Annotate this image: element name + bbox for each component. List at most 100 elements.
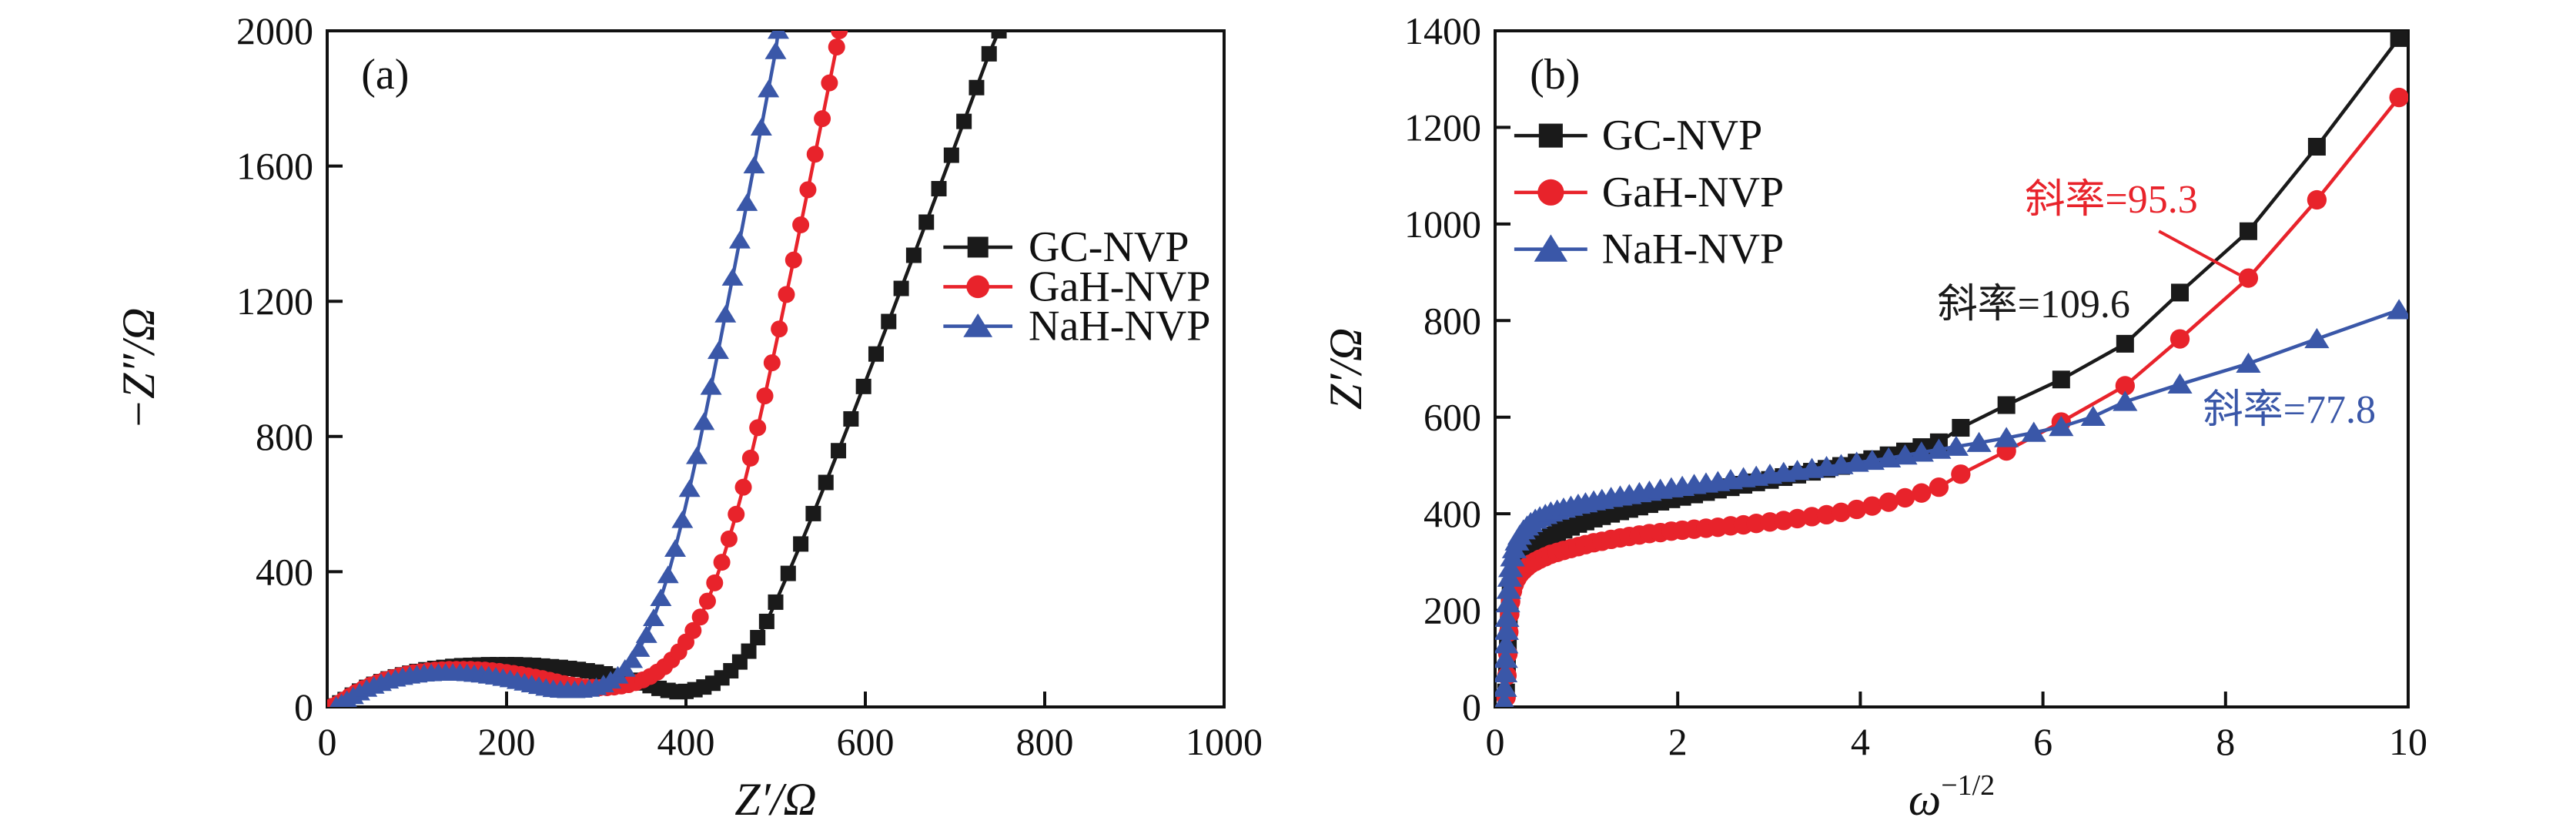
data-point-GaH-NVP	[778, 286, 795, 303]
x-axis-label: ω−1/2	[1909, 769, 1995, 824]
series-NaH-NVP	[330, 31, 789, 707]
data-point-GC-NVP	[2116, 334, 2134, 353]
data-point-GaH-NVP	[1847, 499, 1867, 520]
legend-label: GaH-NVP	[1029, 263, 1210, 310]
legend-item-GC-NVP: GC-NVP	[943, 223, 1189, 271]
data-point-GC-NVP	[991, 31, 1007, 39]
data-point-NaH-NVP	[650, 588, 672, 607]
data-point-NaH-NVP	[1495, 662, 1518, 683]
y-tick-label: 1600	[236, 145, 313, 188]
data-point-GC-NVP	[868, 346, 884, 362]
data-point-NaH-NVP	[2113, 390, 2138, 411]
data-point-GaH-NVP	[728, 505, 745, 523]
data-point-NaH-NVP	[1966, 431, 1992, 452]
data-point-GaH-NVP	[2170, 329, 2190, 349]
data-point-GC-NVP	[881, 313, 897, 330]
data-point-GC-NVP	[956, 113, 972, 129]
data-point-NaH-NVP	[2236, 352, 2261, 373]
legend-item-GaH-NVP: GaH-NVP	[1514, 169, 1784, 216]
x-tick-label: 1000	[1186, 720, 1263, 763]
panel-label: (b)	[1530, 51, 1580, 99]
legend-item-GaH-NVP: GaH-NVP	[943, 263, 1210, 310]
data-point-NaH-NVP	[1498, 557, 1524, 578]
data-point-NaH-NVP	[1495, 619, 1519, 640]
data-point-NaH-NVP	[728, 230, 751, 249]
data-point-NaH-NVP	[621, 650, 644, 668]
data-point-GaH-NVP	[741, 449, 759, 467]
x-tick-label: 10	[2389, 720, 2427, 763]
data-point-GC-NVP	[1952, 419, 1970, 437]
data-point-NaH-NVP	[2080, 405, 2106, 427]
annotation-leader-line	[2158, 229, 2240, 276]
data-point-GaH-NVP	[1787, 508, 1808, 529]
x-tick-label: 400	[657, 720, 715, 763]
data-point-NaH-NVP	[693, 412, 715, 430]
data-point-GaH-NVP	[1929, 477, 1949, 497]
data-point-GaH-NVP	[2115, 376, 2135, 396]
data-point-NaH-NVP	[1495, 676, 1517, 697]
y-tick-label: 800	[1423, 299, 1481, 342]
y-tick-label: 0	[1462, 685, 1481, 729]
x-tick-label: 2	[1668, 720, 1688, 763]
data-point-GaH-NVP	[792, 216, 810, 233]
legend-item-NaH-NVP: NaH-NVP	[1514, 226, 1784, 273]
data-point-GaH-NVP	[756, 387, 774, 405]
x-tick-label: 200	[478, 720, 536, 763]
y-tick-label: 1200	[236, 280, 313, 323]
data-point-NaH-NVP	[736, 193, 758, 211]
legend-label: NaH-NVP	[1029, 303, 1210, 350]
data-point-GaH-NVP	[2238, 268, 2259, 288]
data-point-GC-NVP	[969, 79, 985, 95]
panel-b: 0 2 4 6 8 10 0 200 400 600 800 1000 1200 1400 ω−1/2 Z′/…	[1288, 0, 2576, 824]
data-point-NaH-NVP	[628, 639, 651, 657]
data-point-NaH-NVP	[635, 625, 657, 643]
data-point-GaH-NVP	[1895, 487, 1915, 508]
data-point-NaH-NVP	[1495, 606, 1520, 627]
data-point-NaH-NVP	[1496, 578, 1521, 599]
data-point-NaH-NVP	[767, 31, 789, 39]
data-point-NaH-NVP	[2049, 415, 2074, 437]
y-tick-label: 800	[256, 415, 313, 458]
data-point-GaH-NVP	[1802, 507, 1822, 527]
data-point-GC-NVP	[918, 214, 935, 230]
annotation-slope-label: 斜率=95.3	[2025, 178, 2197, 222]
y-tick-label: 200	[1423, 589, 1481, 632]
data-point-GC-NVP	[2390, 31, 2408, 47]
data-point-GC-NVP	[893, 280, 909, 296]
data-point-NaH-NVP	[707, 341, 729, 360]
data-point-GaH-NVP	[734, 478, 752, 496]
data-point-NaH-NVP	[1994, 427, 2019, 447]
data-point-GaH-NVP	[720, 530, 738, 548]
data-point-GaH-NVP	[684, 621, 702, 639]
legend-label: NaH-NVP	[1602, 226, 1784, 273]
data-point-NaH-NVP	[714, 304, 737, 323]
data-point-GC-NVP	[741, 643, 757, 659]
data-point-GC-NVP	[905, 247, 922, 263]
data-point-NaH-NVP	[614, 658, 636, 677]
data-point-GC-NVP	[758, 613, 774, 629]
data-point-NaH-NVP	[750, 118, 772, 136]
data-point-NaH-NVP	[764, 41, 787, 59]
x-tick-label: 0	[318, 720, 337, 763]
data-point-GaH-NVP	[785, 251, 802, 269]
data-point-NaH-NVP	[657, 565, 679, 584]
data-point-NaH-NVP	[1909, 441, 1934, 462]
data-point-NaH-NVP	[1495, 591, 1521, 613]
data-point-NaH-NVP	[700, 377, 722, 395]
legend-marker-circle	[966, 275, 990, 299]
data-point-GC-NVP	[793, 536, 809, 552]
data-point-GaH-NVP	[828, 39, 845, 56]
data-point-GC-NVP	[931, 181, 947, 197]
data-point-GaH-NVP	[1951, 464, 1971, 484]
data-point-GaH-NVP	[2389, 87, 2408, 108]
y-tick-label: 1200	[1404, 106, 1481, 149]
data-point-GaH-NVP	[749, 419, 767, 437]
data-point-NaH-NVP	[1926, 438, 1952, 459]
data-point-GaH-NVP	[806, 146, 824, 163]
data-point-GC-NVP	[943, 147, 959, 163]
data-point-GC-NVP	[855, 378, 871, 394]
legend-label: GC-NVP	[1029, 223, 1189, 271]
x-axis-label: Z′/Ω	[734, 774, 817, 824]
